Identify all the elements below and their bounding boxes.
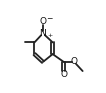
Text: −: − [47,15,53,23]
Text: O: O [71,57,78,66]
Text: +: + [47,33,52,38]
Text: O: O [39,17,46,26]
Text: O: O [60,70,67,79]
Text: N: N [40,29,46,38]
